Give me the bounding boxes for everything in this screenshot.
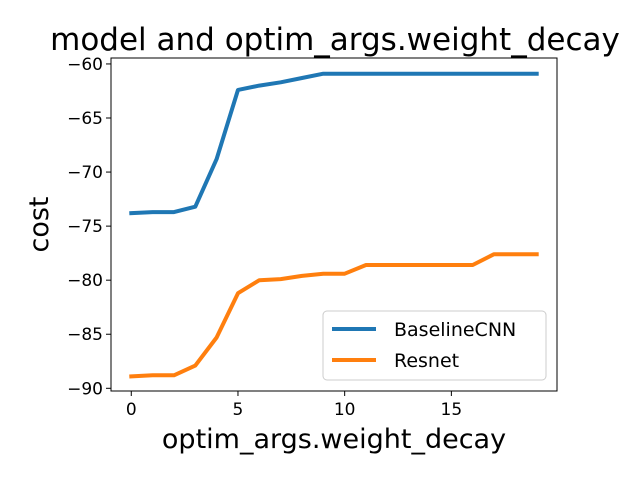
- chart-title: model and optim_args.weight_decay: [50, 22, 620, 58]
- x-tick-label: 0: [126, 400, 137, 420]
- legend-label: Resnet: [394, 350, 459, 372]
- x-tick-label: 15: [441, 400, 463, 420]
- y-axis-ticks: −90 −85 −80 −75 −70 −65 −60: [67, 55, 111, 399]
- y-tick-label: −85: [67, 325, 103, 345]
- x-axis-ticks: 0 5 10 15: [126, 391, 462, 420]
- series-line-baselinecnn: [129, 71, 539, 216]
- series-layer: [129, 71, 539, 379]
- y-tick-label: −75: [67, 217, 103, 237]
- y-tick-label: −60: [67, 55, 103, 75]
- legend: BaselineCNN Resnet: [322, 310, 547, 381]
- y-tick-label: −65: [67, 109, 103, 129]
- y-axis-title: cost: [24, 196, 55, 252]
- x-axis-title: optim_args.weight_decay: [162, 424, 506, 455]
- legend-label: BaselineCNN: [394, 319, 516, 341]
- y-tick-label: −80: [67, 271, 103, 291]
- x-tick-label: 10: [334, 400, 356, 420]
- y-tick-label: −90: [67, 379, 103, 399]
- y-tick-label: −70: [67, 163, 103, 183]
- plot-frame: [110, 57, 558, 392]
- series-line-resnet: [129, 252, 539, 379]
- legend-box: [322, 310, 547, 381]
- x-tick-label: 5: [233, 400, 244, 420]
